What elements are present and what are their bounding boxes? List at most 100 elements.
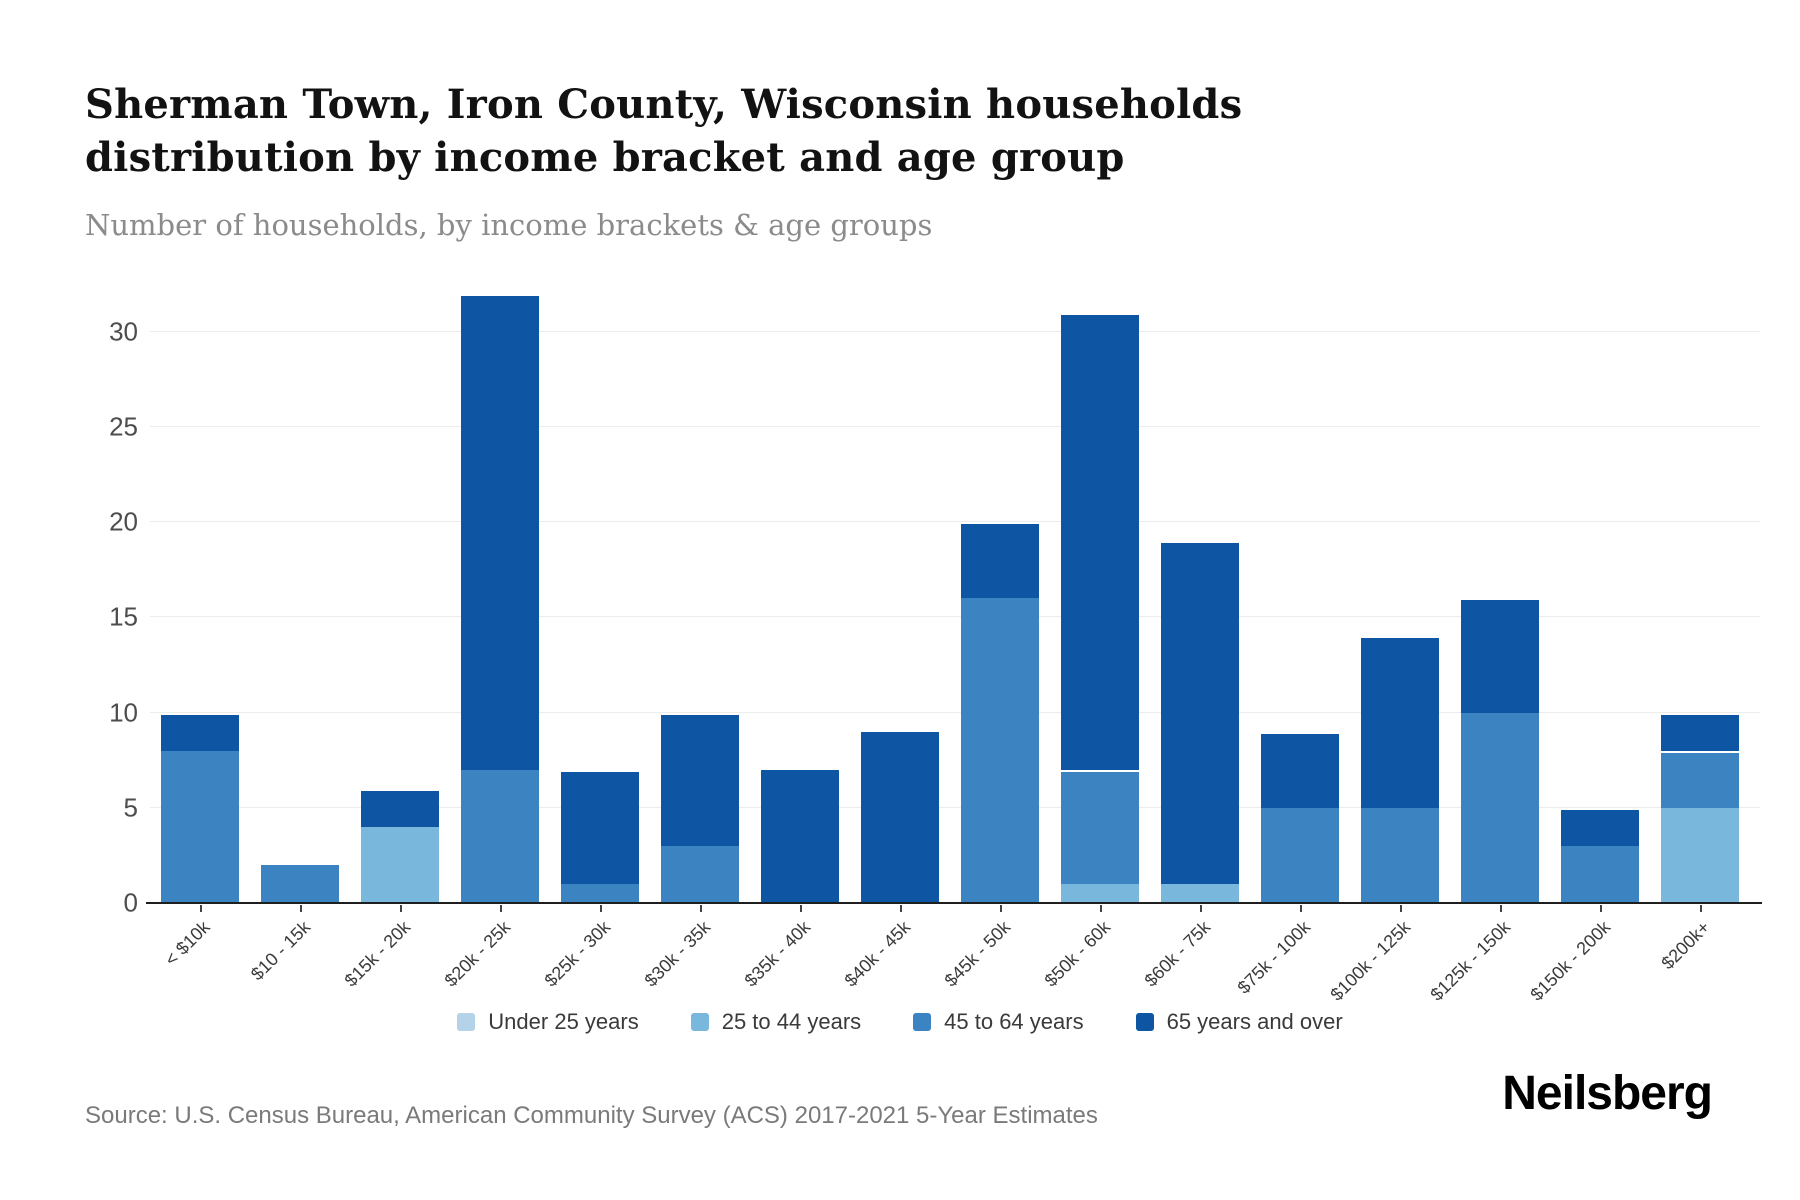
x-axis-label: $20k - 25k <box>440 917 515 991</box>
legend-item[interactable]: Under 25 years <box>457 1009 639 1035</box>
y-axis-tick-label: 30 <box>109 316 138 347</box>
bar-segment[interactable] <box>361 826 439 903</box>
bar-segment[interactable] <box>961 598 1039 903</box>
axis-tick <box>300 905 302 912</box>
bar-segment[interactable] <box>1261 807 1339 903</box>
bar-segment[interactable] <box>861 731 939 903</box>
axis-tick <box>900 905 902 912</box>
axis-tick <box>200 905 202 912</box>
brand-logo: Neilsberg <box>1502 1067 1713 1120</box>
bar-segment[interactable] <box>1161 541 1239 884</box>
legend-swatch <box>457 1013 476 1031</box>
bar-segment[interactable] <box>1661 712 1739 751</box>
bar-group[interactable] <box>1361 636 1439 903</box>
axis-tick <box>500 905 502 912</box>
bar-group[interactable] <box>161 712 239 903</box>
x-axis-label: $40k - 45k <box>840 917 915 991</box>
bar-segment[interactable] <box>161 750 239 903</box>
axis-tick <box>1600 905 1602 912</box>
gridline <box>150 425 1760 427</box>
bar-segment[interactable] <box>161 712 239 751</box>
legend-item[interactable]: 65 years and over <box>1135 1009 1343 1035</box>
bar-segment[interactable] <box>1361 807 1439 903</box>
bar-slot <box>550 265 650 912</box>
y-axis-tick-label: 20 <box>109 506 138 537</box>
bar-segment[interactable] <box>661 712 739 846</box>
x-axis-label: $50k - 60k <box>1040 917 1115 991</box>
bar-group[interactable] <box>1061 312 1139 903</box>
bar-segment[interactable] <box>1561 845 1639 903</box>
bar-group[interactable] <box>461 293 539 903</box>
bar-group[interactable] <box>861 731 939 903</box>
bars-container <box>150 265 1750 912</box>
bar-slot <box>1050 265 1150 912</box>
bar-segment[interactable] <box>1261 731 1339 808</box>
legend-label: 45 to 64 years <box>944 1009 1084 1034</box>
bar-segment[interactable] <box>1061 883 1139 903</box>
bar-slot <box>950 265 1050 912</box>
bar-group[interactable] <box>1561 807 1639 903</box>
axis-tick <box>700 905 702 912</box>
axis-tick <box>400 905 402 912</box>
x-axis-label: $45k - 50k <box>940 917 1015 991</box>
x-axis-label: < $10k <box>161 917 215 970</box>
bar-group[interactable] <box>1261 731 1339 903</box>
y-axis-tick-label: 10 <box>109 697 138 728</box>
bar-group[interactable] <box>1461 598 1539 903</box>
source-text: Source: U.S. Census Bureau, American Com… <box>85 1102 1098 1129</box>
legend-swatch <box>1135 1013 1154 1031</box>
axis-tick <box>1000 905 1002 912</box>
bar-slot <box>250 265 350 912</box>
bar-group[interactable] <box>661 712 739 903</box>
bar-group[interactable] <box>761 769 839 903</box>
legend-item[interactable]: 45 to 64 years <box>913 1009 1084 1035</box>
bar-segment[interactable] <box>461 293 539 770</box>
x-axis-label: $60k - 75k <box>1140 917 1215 991</box>
bar-slot <box>850 265 950 912</box>
bar-group[interactable] <box>1661 712 1739 903</box>
bar-segment[interactable] <box>961 522 1039 599</box>
gridline <box>150 806 1760 808</box>
bar-segment[interactable] <box>561 883 639 903</box>
bar-segment[interactable] <box>361 788 439 827</box>
bar-segment[interactable] <box>1061 769 1139 884</box>
bar-segment[interactable] <box>1461 712 1539 903</box>
legend-label: Under 25 years <box>488 1009 639 1034</box>
bar-slot <box>1350 265 1450 912</box>
axis-tick <box>1700 905 1702 912</box>
bar-segment[interactable] <box>561 769 639 884</box>
gridline <box>150 330 1760 332</box>
plot-area: 0 5 10 15 20 25 30 <box>109 265 1762 918</box>
bar-segment[interactable] <box>261 864 339 903</box>
bar-segment[interactable] <box>661 845 739 903</box>
bar-slot <box>150 265 250 912</box>
bar-segment[interactable] <box>761 769 839 903</box>
bar-group[interactable] <box>361 788 439 903</box>
axis-tick <box>1500 905 1502 912</box>
bar-segment[interactable] <box>461 769 539 903</box>
bar-group[interactable] <box>261 864 339 903</box>
bar-segment[interactable] <box>1361 636 1439 808</box>
axis-tick <box>1400 905 1402 912</box>
bar-segment[interactable] <box>1161 883 1239 903</box>
legend-label: 65 years and over <box>1166 1009 1343 1034</box>
bar-group[interactable] <box>1161 541 1239 903</box>
bar-segment[interactable] <box>1061 312 1139 770</box>
x-axis-label: $15k - 20k <box>340 917 415 991</box>
bar-slot <box>450 265 550 912</box>
bar-segment[interactable] <box>1661 807 1739 903</box>
legend-item[interactable]: 25 to 44 years <box>690 1009 861 1035</box>
axis-tick <box>1100 905 1102 912</box>
chart-legend: Under 25 years 25 to 44 years 45 to 64 yea… <box>0 998 1800 1046</box>
bar-segment[interactable] <box>1661 750 1739 808</box>
axis-tick <box>1300 905 1302 912</box>
axis-tick <box>600 905 602 912</box>
bar-slot <box>1550 265 1650 912</box>
x-axis-label: $35k - 40k <box>740 917 815 991</box>
y-axis-tick-label: 15 <box>109 601 138 632</box>
bar-group[interactable] <box>961 522 1039 903</box>
bar-segment[interactable] <box>1561 807 1639 846</box>
bar-segment[interactable] <box>1461 598 1539 713</box>
bar-group[interactable] <box>561 769 639 903</box>
